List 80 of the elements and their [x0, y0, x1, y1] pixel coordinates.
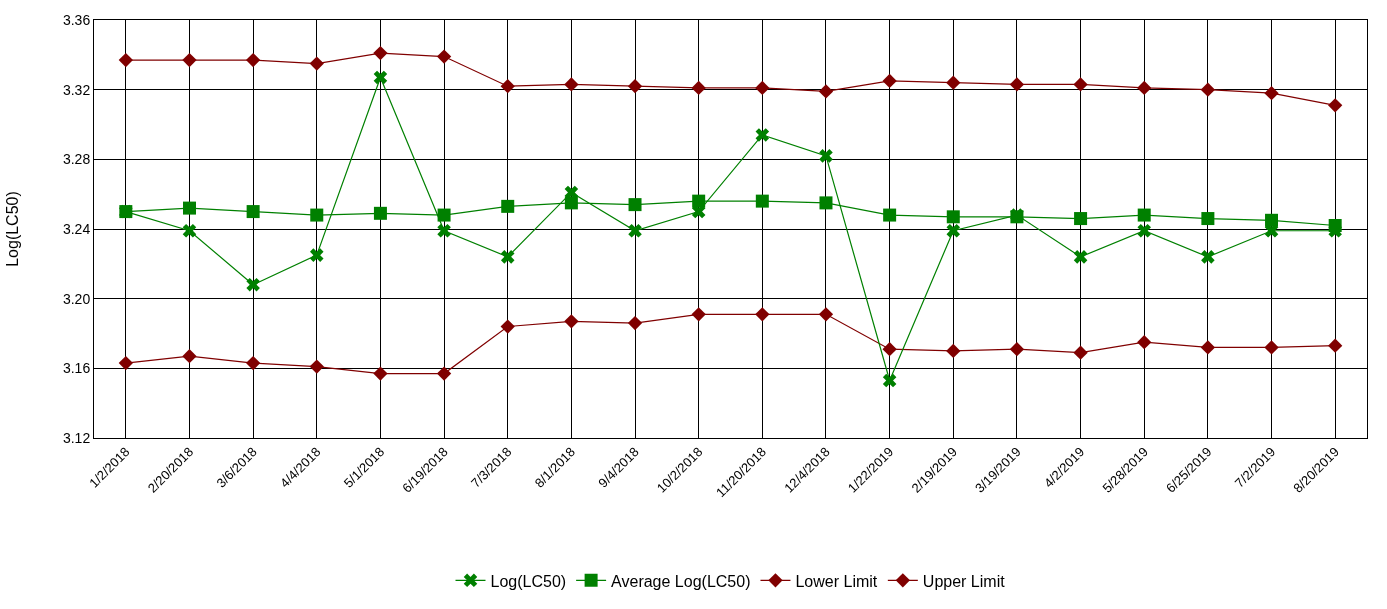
y-axis-title: Log(LC50)	[3, 191, 21, 267]
point	[436, 49, 452, 64]
point	[564, 314, 579, 329]
point	[182, 223, 197, 238]
y-tick-label: 3.28	[62, 151, 91, 168]
point	[500, 250, 515, 264]
point	[564, 77, 579, 92]
point	[1009, 77, 1025, 92]
point	[118, 355, 133, 371]
point	[500, 79, 515, 94]
point	[373, 45, 388, 61]
legend-label: Lower Limit	[795, 572, 878, 590]
point	[245, 52, 261, 68]
point	[819, 196, 833, 210]
point	[691, 307, 706, 322]
point	[691, 80, 706, 96]
point	[1137, 80, 1152, 96]
point	[946, 210, 960, 224]
point	[755, 128, 770, 142]
point	[436, 366, 452, 381]
point	[246, 205, 260, 219]
point	[818, 84, 834, 99]
point	[1073, 345, 1088, 360]
legend-label: Upper Limit	[922, 572, 1006, 590]
y-tick-label: 3.24	[62, 220, 91, 237]
point	[755, 194, 769, 208]
point	[1328, 338, 1343, 353]
point	[1137, 208, 1151, 222]
point	[309, 359, 324, 374]
point	[628, 198, 642, 212]
point	[1264, 340, 1279, 355]
point	[882, 342, 897, 357]
point	[627, 315, 643, 331]
point	[437, 208, 451, 222]
point	[1074, 212, 1088, 226]
point	[182, 201, 196, 215]
point	[246, 277, 260, 292]
point	[118, 52, 133, 68]
point	[310, 208, 324, 222]
y-tick-label: 3.16	[62, 360, 91, 377]
point	[1073, 77, 1088, 92]
point	[755, 307, 770, 322]
point	[755, 80, 770, 96]
point	[1009, 342, 1025, 357]
legend-label: Log(LC50)	[490, 572, 567, 590]
y-tick-label: 3.32	[62, 81, 91, 98]
point	[309, 56, 324, 71]
point	[946, 75, 961, 90]
y-tick-label: 3.12	[62, 429, 91, 446]
point	[1137, 335, 1152, 350]
point	[437, 223, 451, 238]
point	[1264, 86, 1279, 101]
point	[1200, 82, 1216, 97]
point	[182, 348, 197, 364]
point	[1328, 98, 1343, 113]
point	[501, 199, 515, 213]
point	[818, 307, 834, 322]
point	[627, 79, 643, 94]
point	[883, 208, 897, 222]
point	[819, 149, 833, 163]
point	[628, 223, 642, 238]
point	[1200, 340, 1216, 355]
point	[946, 343, 961, 359]
point	[882, 373, 897, 388]
point	[1073, 250, 1088, 264]
point	[373, 366, 388, 381]
point	[245, 355, 261, 371]
y-tick-label: 3.20	[62, 290, 91, 307]
point	[309, 248, 324, 262]
point	[373, 206, 387, 220]
point	[1201, 250, 1215, 264]
point	[1137, 223, 1151, 238]
point	[182, 52, 197, 68]
legend-label: Average Log(LC50)	[611, 572, 751, 590]
point	[500, 319, 515, 334]
point	[946, 223, 961, 238]
point	[882, 73, 897, 89]
point	[1201, 212, 1215, 226]
y-tick-label: 3.36	[62, 11, 91, 28]
point	[373, 70, 388, 85]
